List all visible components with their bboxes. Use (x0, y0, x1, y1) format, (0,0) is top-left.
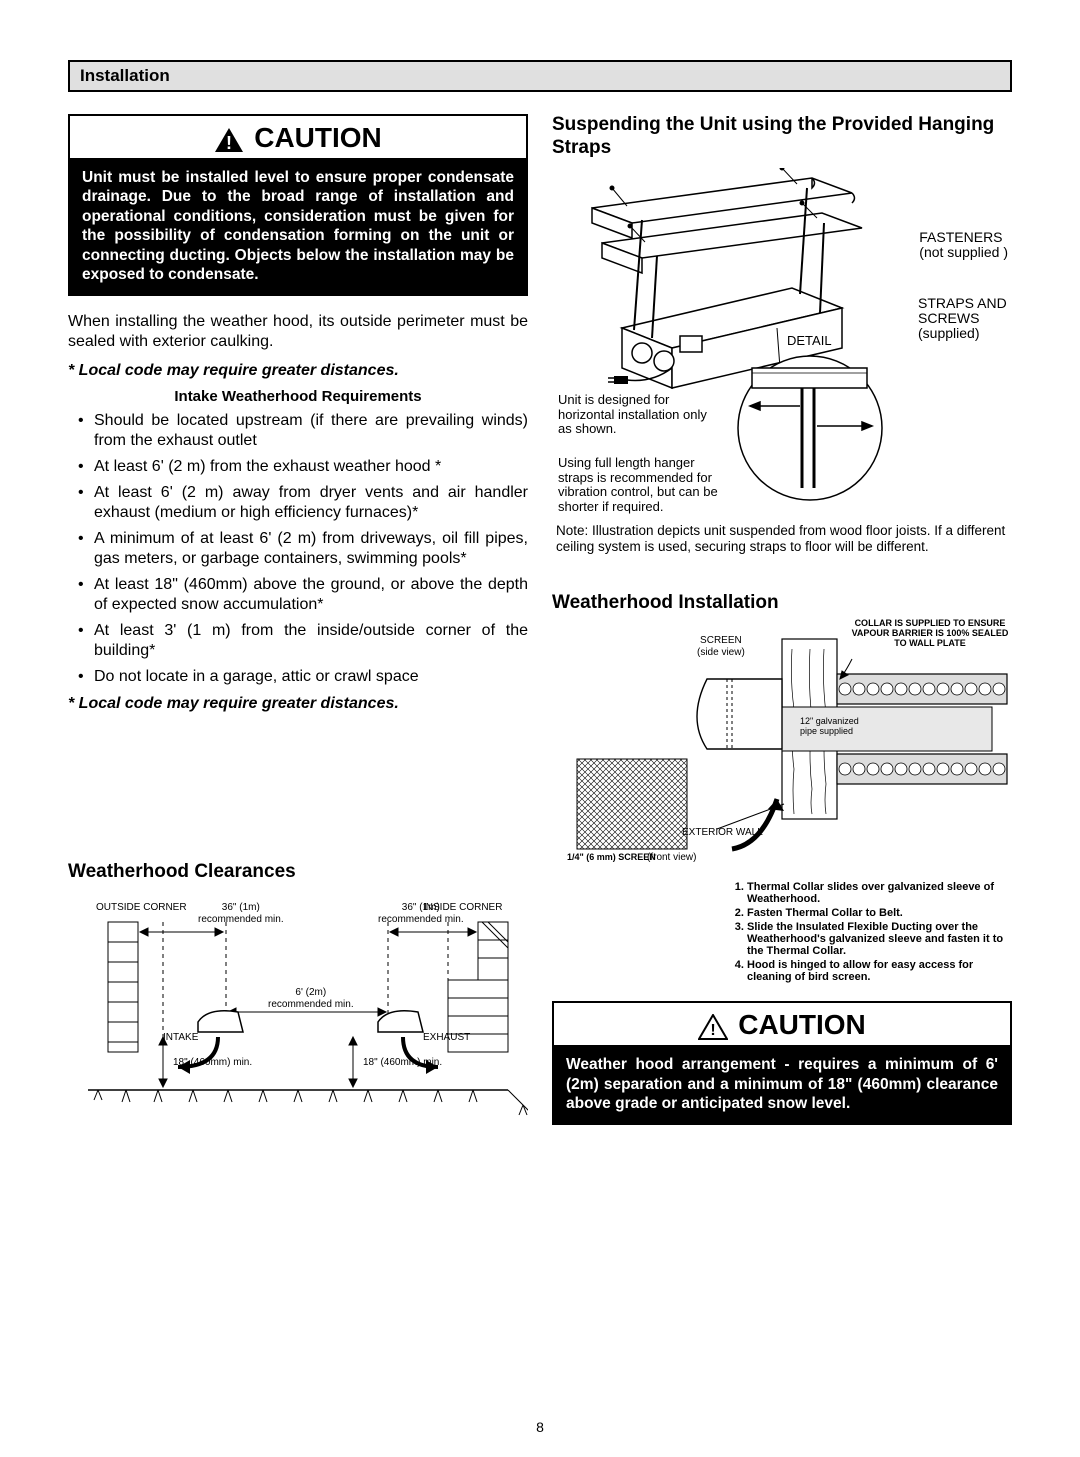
dim-36-2: 36" (1m)recommended min. (378, 902, 464, 926)
collar-note: COLLAR IS SUPPLIED TO ENSURE VAPOUR BARR… (850, 619, 1010, 649)
caution-label: CAUTION (738, 1009, 866, 1041)
wh-install-diagram: SCREEN(side view) COLLAR IS SUPPLIED TO … (552, 619, 1012, 879)
intake-label: INTAKE (163, 1032, 198, 1044)
ext-wall-label: EXTERIOR WALL (682, 827, 763, 839)
outside-corner-label: OUTSIDE CORNER (96, 902, 187, 914)
caution-body-1: Unit must be installed level to ensure p… (70, 158, 526, 294)
caution-title-2: ! CAUTION (554, 1003, 1010, 1045)
list-item: Should be located upstream (if there are… (78, 411, 528, 451)
list-item: At least 6' (2 m) away from dryer vents … (78, 483, 528, 523)
list-item: Hood is hinged to allow for easy access … (747, 959, 1012, 983)
list-item: At least 6' (2 m) from the exhaust weath… (78, 457, 528, 477)
suspend-head: Suspending the Unit using the Provided H… (552, 114, 1012, 160)
dim-36-1: 36" (1m)recommended min. (198, 902, 284, 926)
svg-text:!: ! (226, 133, 232, 153)
wh-steps-list: Thermal Collar slides over galvanized sl… (727, 881, 1012, 983)
wh-install-head: Weatherhood Installation (552, 592, 779, 615)
intake-reqs-list: Should be located upstream (if there are… (78, 411, 528, 687)
list-item: Slide the Insulated Flexible Ducting ove… (747, 921, 1012, 957)
caution-body-2: Weather hood arrangement - requires a mi… (554, 1045, 1010, 1123)
right-column: Suspending the Unit using the Provided H… (552, 102, 1012, 1142)
caution-title-1: ! CAUTION (70, 116, 526, 158)
header-text: Installation (80, 66, 170, 85)
local-code-note-1: * Local code may require greater distanc… (68, 362, 528, 380)
warning-triangle-icon: ! (698, 1009, 728, 1041)
caution-box-2: ! CAUTION Weather hood arrangement - req… (552, 1001, 1012, 1125)
detail-label: DETAIL (787, 333, 832, 349)
intake-head: Intake Weatherhood Requirements (68, 388, 528, 405)
pipe-note: 12" galvanized pipe supplied (800, 717, 870, 736)
list-item: A minimum of at least 6' (2 m) from driv… (78, 529, 528, 569)
page-number: 8 (536, 1419, 544, 1435)
left-column: ! CAUTION Unit must be installed level t… (68, 102, 528, 1142)
hanger-note: Using full length hanger straps is recom… (558, 456, 723, 516)
list-item: At least 3' (1 m) from the inside/outsid… (78, 621, 528, 661)
clearances-diagram: OUTSIDE CORNER INSIDE CORNER 36" (1m)rec… (68, 892, 528, 1142)
suspend-note: Note: Illustration depicts unit suspende… (556, 523, 1008, 557)
screen-side-label: SCREEN(side view) (697, 635, 745, 659)
dim-18-2: 18" (460mm) min. (363, 1057, 442, 1069)
exhaust-label: EXHAUST (423, 1032, 470, 1044)
local-code-note-2: * Local code may require greater distanc… (68, 695, 528, 713)
caution-box-1: ! CAUTION Unit must be installed level t… (68, 114, 528, 296)
list-item: Do not locate in a garage, attic or craw… (78, 667, 528, 687)
suspend-diagram: FASTENERS(not supplied ) STRAPS AND SCRE… (552, 168, 1012, 513)
straps-label: STRAPS AND SCREWS(supplied) (918, 296, 1008, 342)
horiz-note: Unit is designed for horizontal installa… (558, 393, 708, 438)
dim-6-2m: 6' (2m)recommended min. (268, 987, 354, 1011)
list-item: Fasten Thermal Collar to Belt. (747, 907, 1012, 919)
clearances-head: Weatherhood Clearances (68, 861, 528, 884)
list-item: Thermal Collar slides over galvanized sl… (747, 881, 1012, 905)
list-item: At least 18" (460mm) above the ground, o… (78, 575, 528, 615)
caution-label: CAUTION (254, 122, 382, 154)
warning-triangle-icon: ! (214, 122, 244, 154)
fasteners-label: FASTENERS(not supplied ) (919, 230, 1008, 261)
screen-front-label: 1/4" (6 mm) SCREEN (567, 852, 656, 863)
weatherhood-para: When installing the weather hood, its ou… (68, 312, 528, 352)
screen-front-label2: (front view) (647, 852, 696, 864)
page-header: Installation (68, 60, 1012, 92)
dim-18-1: 18" (460mm) min. (173, 1057, 252, 1069)
svg-text:!: ! (711, 1022, 716, 1039)
